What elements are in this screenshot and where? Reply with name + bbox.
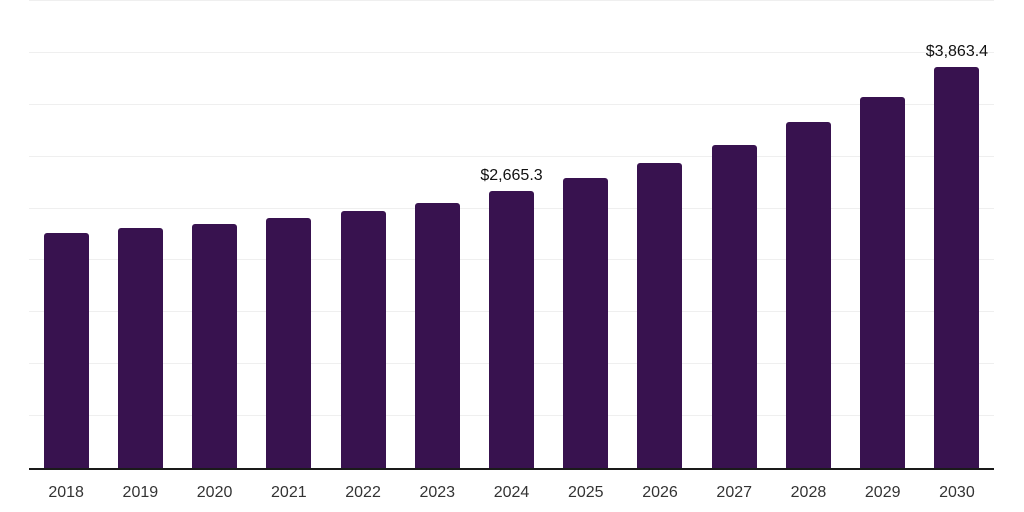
plot-area: $2,665.3 $3,863.4 — [29, 0, 994, 470]
x-tick-label-2026: 2026 — [642, 484, 678, 501]
bar-2021 — [266, 218, 312, 468]
x-tick-label-2021: 2021 — [271, 484, 307, 501]
bar-band-2029 — [846, 1, 920, 468]
bar-2020 — [192, 224, 238, 468]
x-tick-label-2023: 2023 — [419, 484, 456, 501]
gridline — [29, 51, 994, 53]
bar-band-2027 — [697, 1, 771, 468]
bar-series: $2,665.3 $3,863.4 — [29, 1, 994, 468]
x-tick-label-2030: 2030 — [939, 484, 975, 501]
x-tick-label-2018: 2018 — [48, 484, 84, 501]
x-tick-label-2024: 2024 — [493, 484, 530, 501]
bar-2018 — [43, 232, 89, 468]
x-tick-label-2027: 2027 — [716, 484, 753, 501]
x-tick-label-2019: 2019 — [122, 484, 159, 501]
bar-2026 — [637, 163, 683, 468]
bar-2024 — [489, 191, 535, 468]
x-axis: 2018 2019 2020 2021 2022 2023 2024 2025 2026 2027… — [29, 472, 994, 512]
bar-band-2023 — [400, 1, 474, 468]
bar-2025 — [563, 178, 609, 468]
bar-2027 — [711, 144, 757, 468]
bar-band-2021 — [252, 1, 326, 468]
bar-band-2019 — [103, 1, 177, 468]
bar-band-2025 — [549, 1, 623, 468]
bar-2029 — [860, 97, 906, 468]
x-tick-label-2022: 2022 — [345, 484, 381, 501]
bar-2019 — [117, 228, 163, 468]
x-tick-label-2020: 2020 — [196, 484, 233, 501]
bar-band-2020 — [177, 1, 251, 468]
bar-value-label-2030: $3,863.4 — [925, 43, 989, 61]
bar-band-2018 — [29, 1, 103, 468]
gridline — [29, 155, 994, 157]
bar-2023 — [414, 202, 460, 468]
bar-value-label-2024: $2,665.3 — [480, 167, 543, 185]
bar-band-2028 — [771, 1, 845, 468]
bar-band-2026 — [623, 1, 697, 468]
bar-band-2030: $3,863.4 — [920, 1, 994, 468]
bar-2028 — [785, 122, 831, 468]
bar-2030 — [934, 67, 980, 468]
x-tick-label-2025: 2025 — [567, 484, 604, 501]
bar-band-2022 — [326, 1, 400, 468]
x-tick-label-2028: 2028 — [790, 484, 827, 501]
x-tick-label-2029: 2029 — [864, 484, 901, 501]
bar-band-2024: $2,665.3 — [474, 1, 548, 468]
gridline — [29, 0, 994, 1]
bar-2022 — [340, 211, 386, 468]
gridline — [29, 103, 994, 105]
